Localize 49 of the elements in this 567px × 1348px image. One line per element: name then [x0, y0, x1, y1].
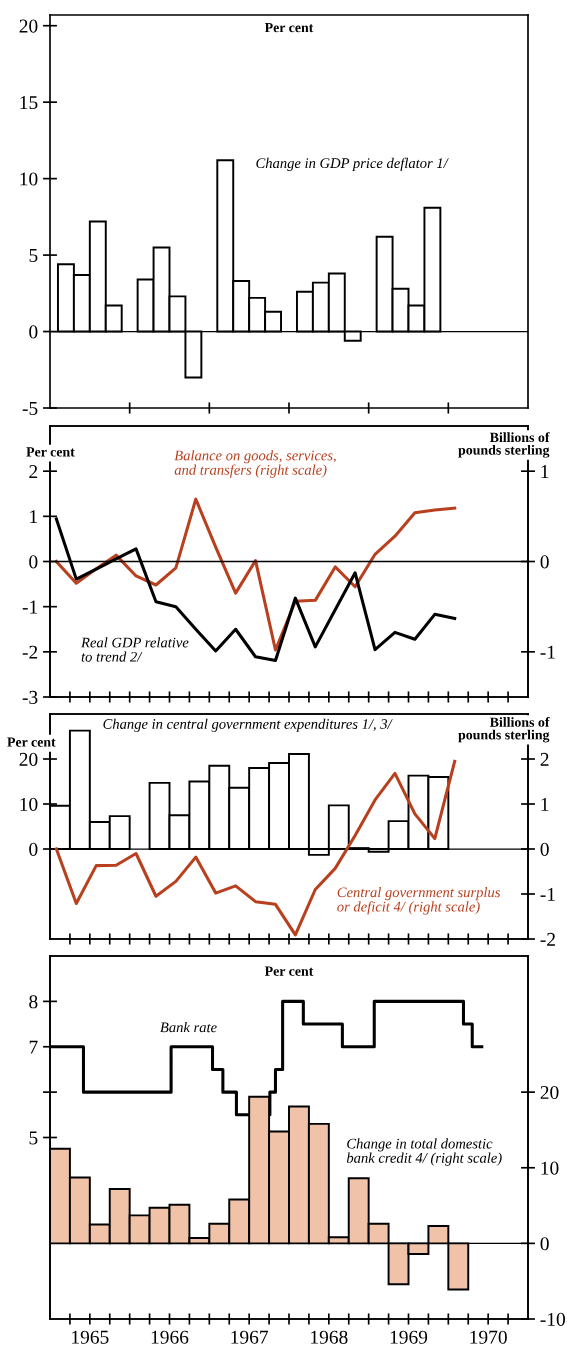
series-label: Real GDP relative to trend 2/ — [80, 637, 189, 662]
y-tick-label: 5 — [29, 1131, 38, 1145]
y-tick-label: 20 — [19, 19, 38, 33]
x-tick-label: 1967 — [231, 1330, 269, 1344]
y-tick-label: -1 — [22, 600, 38, 614]
y2-tick-label: 1 — [541, 465, 549, 478]
x-tick-label: 1965 — [72, 1330, 109, 1344]
series-label: Change in GDP price deflator 1/ — [256, 157, 449, 172]
y-axis-title: Per cent — [264, 23, 314, 33]
y-tick-label: 0 — [29, 842, 38, 856]
y-tick-label: 2 — [29, 465, 38, 478]
y-tick-label: -2 — [22, 645, 38, 659]
y-tick-label: 0 — [29, 325, 38, 339]
y2-tick-label: -10 — [540, 1312, 565, 1326]
y-tick-label: 1 — [30, 510, 38, 524]
y-tick-label: 8 — [29, 995, 38, 1009]
y-tick-label: -5 — [22, 402, 38, 415]
x-tick-label: 1970 — [470, 1330, 507, 1344]
y-axis-title: Per cent — [7, 737, 56, 747]
y-tick-label: 0 — [29, 555, 38, 569]
y2-tick-label: 20 — [540, 1085, 559, 1100]
y2-tick-label: 0 — [540, 842, 549, 856]
y-axis-title: Per cent — [264, 966, 314, 976]
y2-tick-label: -1 — [540, 645, 555, 659]
y2-tick-label: 1 — [541, 797, 549, 811]
y2-tick-label: 2 — [540, 752, 549, 766]
x-tick-label: 1969 — [390, 1330, 428, 1344]
y2-tick-label: -2 — [540, 932, 555, 946]
y-axis-title: Per cent — [26, 447, 75, 457]
y2-axis-title: Billions of pounds sterling — [458, 432, 550, 458]
y-tick-label: 10 — [20, 797, 38, 811]
y2-tick-label: 0 — [540, 555, 549, 569]
y-tick-label: 20 — [19, 752, 38, 766]
y-tick-label: 10 — [20, 172, 38, 186]
x-tick-label: 1968 — [311, 1330, 348, 1344]
y-tick-label: 5 — [29, 249, 38, 263]
y2-axis-title: Billions of pounds sterling — [458, 716, 550, 743]
x-tick-label: 1966 — [151, 1330, 189, 1344]
series-label: Change in total domestic bank credit 4/ (right scale) — [346, 1138, 502, 1166]
y-tick-label: -3 — [22, 690, 38, 704]
y2-tick-label: -1 — [540, 887, 555, 901]
y-tick-label: 15 — [20, 96, 38, 110]
series-label: Change in central government expenditures 1/, 3/ — [103, 718, 393, 732]
text: Balance on goods, services, and transfers (right scale) — [174, 450, 336, 478]
y-tick-label: 7 — [29, 1040, 38, 1054]
y2-tick-label: 10 — [541, 1161, 559, 1175]
y2-tick-label: 0 — [540, 1237, 549, 1251]
series-label: Bank rate — [160, 1021, 217, 1033]
series-label: Central government surplus or deficit 4/ (right scale) — [337, 886, 501, 915]
